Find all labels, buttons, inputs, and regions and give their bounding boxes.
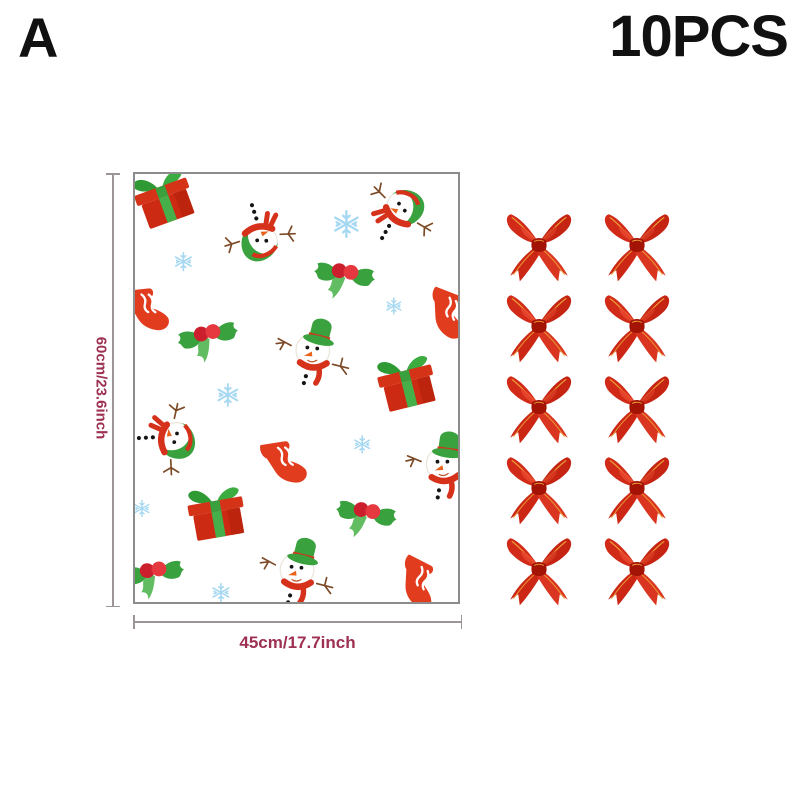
snowflake-motif [217, 383, 239, 407]
variant-label: A [18, 6, 59, 69]
holly-motif [175, 319, 243, 368]
measure-tick [106, 173, 120, 175]
snowman-motif [219, 197, 299, 267]
pull-bow [506, 376, 572, 444]
stocking-motif [257, 432, 311, 492]
pull-bow [604, 457, 670, 525]
pull-bow [604, 538, 670, 606]
snowman-motif [135, 400, 198, 476]
snowflake-motif [386, 297, 402, 315]
pull-bow [604, 376, 670, 444]
wrapping-sheet [133, 172, 460, 604]
snowman-motif [276, 315, 348, 385]
pull-bow [506, 538, 572, 606]
quantity-label: 10PCS [609, 4, 789, 69]
pattern-sheet-graphic [135, 174, 458, 602]
snowflake-motif [174, 251, 192, 272]
snowflake-motif [354, 435, 371, 454]
pull-bow [604, 213, 670, 281]
pull-bow [506, 294, 572, 363]
pull-bow [506, 213, 572, 281]
height-dimension-label: 60cm/23.6inch [92, 336, 110, 440]
gift-box-motif [373, 350, 440, 413]
width-measure-line [133, 615, 462, 629]
stocking-motif [423, 285, 458, 342]
stocking-motif [135, 280, 172, 339]
snowflake-motif [135, 499, 150, 518]
holly-motif [310, 259, 377, 305]
bows-grid [490, 206, 686, 612]
measure-tick [460, 615, 462, 629]
measure-tick [106, 605, 120, 607]
snowman-motif [260, 535, 332, 602]
holly-motif [331, 497, 399, 545]
snowman-motif [351, 174, 443, 260]
height-measure-line [106, 173, 120, 607]
width-dimension-label: 45cm/17.7inch [239, 633, 356, 652]
snowflake-motif [212, 582, 230, 602]
snowflake-motif [334, 210, 359, 239]
snowman-motif [403, 425, 458, 502]
pull-bow [604, 294, 670, 363]
gift-box-motif [135, 174, 199, 231]
stocking-motif [391, 552, 445, 602]
holly-motif [135, 558, 188, 602]
measure-tick [133, 615, 135, 629]
gift-box-motif [184, 482, 249, 542]
pull-bow [506, 457, 572, 525]
